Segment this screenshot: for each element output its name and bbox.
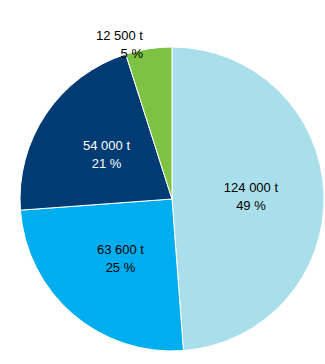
svg-text:124 000 t: 124 000 t: [224, 180, 279, 195]
svg-text:5 %: 5 %: [121, 46, 144, 61]
svg-text:12 500 t: 12 500 t: [96, 28, 143, 43]
svg-text:63 600 t: 63 600 t: [97, 242, 144, 257]
svg-text:25 %: 25 %: [106, 260, 136, 275]
svg-text:49 %: 49 %: [236, 198, 266, 213]
svg-text:21 %: 21 %: [92, 156, 122, 171]
svg-text:54 000 t: 54 000 t: [83, 138, 130, 153]
